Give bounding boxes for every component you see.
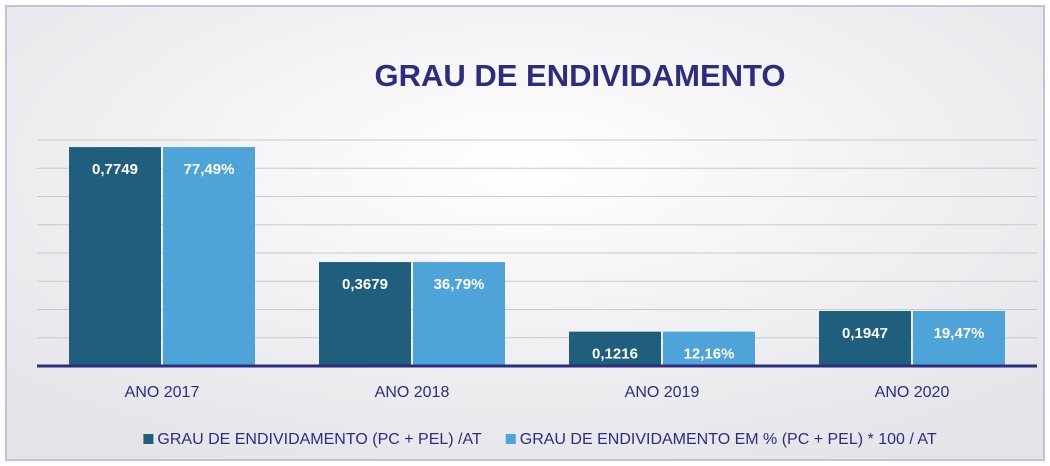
x-tick-label: ANO 2018 xyxy=(375,384,450,401)
bar xyxy=(69,147,161,366)
x-tick-label: ANO 2017 xyxy=(125,384,200,401)
data-label: 0,7749 xyxy=(92,161,138,178)
data-label: 0,1216 xyxy=(592,346,638,363)
legend-swatch xyxy=(143,434,154,444)
x-tick-label: ANO 2020 xyxy=(875,384,950,401)
data-label: 0,3679 xyxy=(342,276,388,293)
legend-label: GRAU DE ENDIVIDAMENTO (PC + PEL) /AT xyxy=(157,431,482,448)
legend-label: GRAU DE ENDIVIDAMENTO EM % (PC + PEL) * … xyxy=(520,431,937,448)
bar xyxy=(319,262,411,366)
chart-title: GRAU DE ENDIVIDAMENTO xyxy=(374,58,785,93)
bar xyxy=(913,310,1005,366)
data-label: 77,49% xyxy=(184,161,235,178)
bar xyxy=(569,331,661,366)
x-tick-label: ANO 2019 xyxy=(625,384,700,401)
data-label: 36,79% xyxy=(434,276,485,293)
data-label: 12,16% xyxy=(684,346,735,363)
data-label: 19,47% xyxy=(934,325,985,342)
legend-swatch xyxy=(505,434,516,444)
data-label: 0,1947 xyxy=(842,325,888,342)
bar xyxy=(819,310,911,366)
bar xyxy=(413,262,505,366)
bar xyxy=(163,147,255,366)
bar xyxy=(663,331,755,366)
